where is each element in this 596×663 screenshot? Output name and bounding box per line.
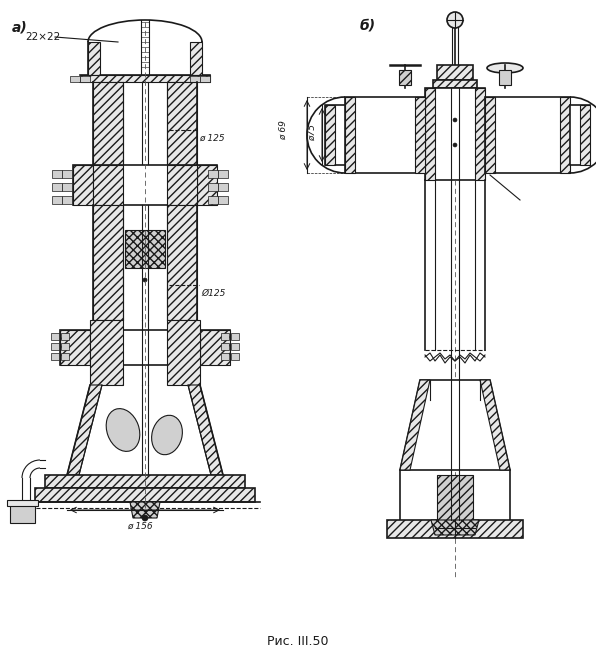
Polygon shape — [10, 505, 35, 523]
Polygon shape — [62, 196, 72, 204]
Circle shape — [453, 118, 457, 122]
Text: Ø125: Ø125 — [201, 289, 225, 298]
Polygon shape — [208, 170, 218, 178]
Polygon shape — [88, 42, 100, 75]
Polygon shape — [200, 330, 230, 365]
Ellipse shape — [106, 408, 140, 452]
Polygon shape — [387, 520, 523, 538]
Polygon shape — [188, 385, 223, 475]
Polygon shape — [52, 170, 62, 178]
Text: ø 125: ø 125 — [199, 134, 225, 143]
Polygon shape — [93, 205, 123, 320]
Polygon shape — [570, 105, 590, 165]
Polygon shape — [400, 380, 510, 470]
Polygon shape — [51, 343, 59, 350]
Polygon shape — [61, 353, 69, 360]
Text: 22×22: 22×22 — [25, 32, 60, 42]
Polygon shape — [35, 488, 255, 502]
Ellipse shape — [151, 415, 182, 455]
Polygon shape — [433, 80, 477, 88]
Ellipse shape — [487, 63, 523, 73]
Polygon shape — [400, 380, 430, 470]
Polygon shape — [73, 165, 93, 205]
Polygon shape — [51, 333, 59, 340]
Polygon shape — [125, 230, 165, 268]
Polygon shape — [221, 343, 229, 350]
Polygon shape — [190, 76, 200, 82]
Polygon shape — [93, 165, 123, 205]
Polygon shape — [437, 65, 473, 80]
Polygon shape — [52, 183, 62, 191]
Polygon shape — [218, 170, 228, 178]
Polygon shape — [60, 330, 90, 365]
Polygon shape — [231, 333, 239, 340]
Polygon shape — [208, 196, 218, 204]
Polygon shape — [70, 76, 80, 82]
Polygon shape — [130, 502, 160, 518]
Polygon shape — [431, 520, 479, 535]
Polygon shape — [7, 500, 38, 506]
Polygon shape — [499, 70, 511, 85]
Polygon shape — [475, 88, 485, 180]
Polygon shape — [73, 165, 217, 205]
Circle shape — [143, 278, 147, 282]
Polygon shape — [208, 183, 218, 191]
Polygon shape — [190, 42, 202, 75]
Text: ø 156: ø 156 — [127, 522, 153, 531]
Polygon shape — [480, 380, 510, 470]
Polygon shape — [221, 353, 229, 360]
Polygon shape — [67, 385, 102, 475]
Polygon shape — [197, 165, 217, 205]
Polygon shape — [485, 97, 495, 173]
Text: б): б) — [360, 18, 376, 32]
Polygon shape — [437, 475, 473, 520]
Text: Рис. III.50: Рис. III.50 — [267, 635, 329, 648]
Polygon shape — [80, 75, 210, 82]
Text: а): а) — [12, 20, 28, 34]
Polygon shape — [325, 105, 345, 165]
Polygon shape — [345, 97, 355, 173]
Text: ø 69: ø 69 — [279, 120, 288, 140]
Polygon shape — [51, 353, 59, 360]
Polygon shape — [580, 105, 590, 165]
Polygon shape — [415, 97, 425, 173]
Polygon shape — [345, 97, 425, 173]
Polygon shape — [167, 320, 200, 385]
Polygon shape — [167, 82, 197, 165]
Polygon shape — [62, 170, 72, 178]
Polygon shape — [62, 183, 72, 191]
Polygon shape — [90, 320, 123, 385]
Circle shape — [453, 143, 457, 147]
Polygon shape — [80, 76, 90, 82]
Polygon shape — [485, 97, 570, 173]
Polygon shape — [61, 333, 69, 340]
Polygon shape — [167, 165, 197, 205]
Polygon shape — [167, 205, 197, 320]
Polygon shape — [399, 70, 411, 85]
Polygon shape — [560, 97, 570, 173]
Polygon shape — [325, 105, 335, 165]
Polygon shape — [60, 330, 230, 365]
Polygon shape — [61, 343, 69, 350]
Text: ø75: ø75 — [308, 123, 317, 141]
Polygon shape — [200, 76, 210, 82]
Circle shape — [142, 515, 148, 521]
Polygon shape — [52, 196, 62, 204]
Polygon shape — [218, 183, 228, 191]
Polygon shape — [425, 88, 435, 180]
Polygon shape — [425, 88, 485, 180]
Polygon shape — [231, 353, 239, 360]
Polygon shape — [93, 82, 123, 165]
Polygon shape — [221, 333, 229, 340]
Circle shape — [447, 12, 463, 28]
Polygon shape — [231, 343, 239, 350]
Polygon shape — [45, 475, 245, 488]
Polygon shape — [218, 196, 228, 204]
